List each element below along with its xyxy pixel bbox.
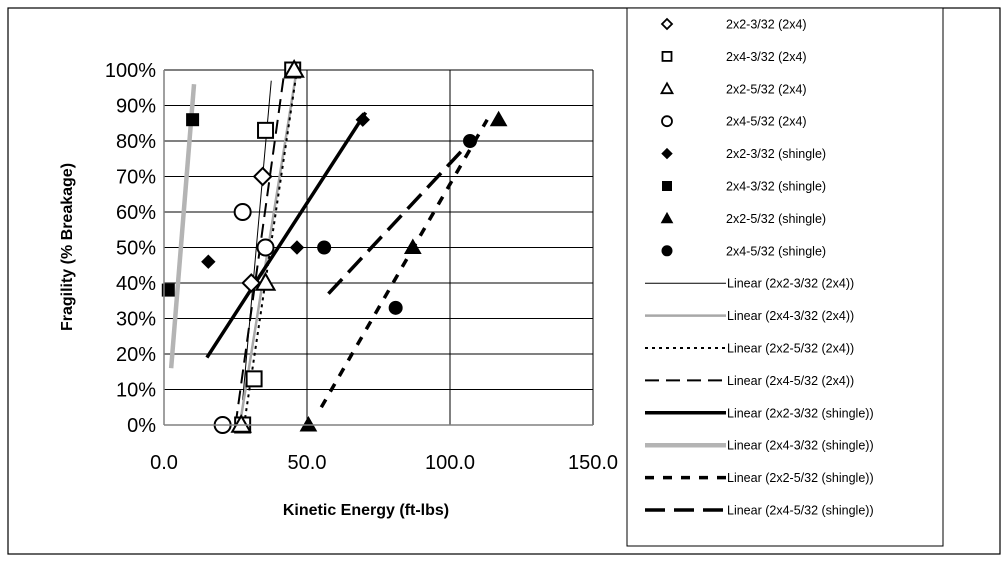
data-markers	[161, 58, 508, 434]
trendline-linear-2x2-3-32-shingle	[205, 111, 368, 359]
marker-2x2-5-32-2x4	[230, 413, 252, 433]
y-tick-label: 90%	[116, 96, 156, 118]
legend-label: Linear (2x2-5/32 (shingle))	[727, 471, 874, 485]
y-tick-label: 10%	[116, 380, 156, 402]
legend-box	[626, 7, 944, 547]
legend-label: 2x2-5/32 (shingle)	[726, 212, 826, 226]
y-tick-label: 0%	[127, 415, 156, 437]
legend-marker-2x2-5-32-shingle	[660, 211, 674, 224]
legend-marker-2x4-5-32-2x4	[661, 115, 673, 128]
marker-2x4-5-32-shingle	[317, 240, 332, 255]
marker-2x4-3-32-shingle	[186, 113, 200, 127]
marker-2x4-3-32-2x4	[257, 121, 275, 139]
legend-label: 2x4-3/32 (2x4)	[726, 50, 807, 64]
legend-label: 2x4-5/32 (shingle)	[726, 244, 826, 258]
marker-2x2-3-32-shingle	[201, 254, 216, 269]
marker-2x2-3-32-shingle	[289, 240, 305, 255]
trendline-linear-2x4-3-32-shingle	[168, 84, 197, 369]
x-tick-label: 0.0	[150, 452, 178, 474]
y-tick-label: 80%	[116, 131, 156, 153]
marker-2x2-5-32-shingle	[489, 110, 508, 127]
legend-marker-2x4-5-32-shingle	[661, 245, 673, 257]
legend-label: Linear (2x4-3/32 (2x4))	[727, 309, 854, 323]
marker-2x4-5-32-2x4	[256, 238, 275, 257]
marker-2x2-3-32-shingle	[355, 112, 370, 127]
marker-2x2-3-32-2x4	[252, 166, 273, 187]
x-axis-title: Kinetic Energy (ft-lbs)	[283, 502, 449, 519]
legend-label: 2x2-3/32 (shingle)	[726, 147, 826, 161]
y-tick-label: 70%	[116, 167, 156, 189]
trendline-linear-2x4-5-32-shingle	[327, 146, 466, 295]
legend-marker-2x2-3-32-2x4	[660, 17, 674, 31]
legend-marker-2x2-5-32-2x4	[659, 81, 675, 95]
trendlines	[168, 69, 489, 426]
legend: 2x2-3/32 (2x4) 2x4-3/32 (2x4) 2x2-5/32 (2x…	[645, 18, 874, 518]
legend-label: 2x2-3/32 (2x4)	[726, 18, 807, 32]
legend-marker-2x4-3-32-2x4	[661, 51, 673, 62]
legend-label: Linear (2x2-5/32 (2x4))	[727, 342, 854, 356]
marker-2x4-3-32-2x4	[245, 370, 263, 388]
legend-marker-2x2-3-32-shingle	[661, 147, 673, 160]
legend-label: Linear (2x4-5/32 (shingle))	[727, 504, 874, 518]
axes: 0% 10% 20% 30% 40% 50% 60% 70% 80% 90% 100% 0.0 50.0…	[105, 60, 618, 474]
marker-2x4-5-32-shingle	[463, 134, 478, 148]
legend-label: Linear (2x4-5/32 (2x4))	[727, 374, 854, 388]
legend-marker-2x4-3-32-shingle	[662, 181, 672, 191]
marker-2x2-5-32-shingle	[403, 238, 422, 254]
y-tick-label: 30%	[116, 309, 156, 331]
legend-label: 2x4-5/32 (2x4)	[726, 115, 807, 129]
marker-2x2-5-32-2x4	[254, 271, 277, 291]
x-tick-label: 100.0	[425, 452, 475, 474]
marker-2x4-5-32-2x4	[233, 203, 252, 221]
marker-2x2-3-32-2x4	[241, 273, 262, 293]
legend-label: 2x4-3/32 (shingle)	[726, 180, 826, 194]
marker-2x4-3-32-shingle	[161, 283, 175, 297]
marker-2x2-5-32-2x4	[283, 58, 305, 78]
y-tick-label: 40%	[116, 273, 156, 295]
y-tick-label: 100%	[105, 60, 156, 82]
y-axis-title: Fragility (% Breakage)	[59, 163, 76, 331]
marker-2x2-5-32-shingle	[299, 415, 318, 432]
x-tick-label: 150.0	[568, 452, 618, 474]
marker-2x4-5-32-shingle	[388, 300, 403, 315]
legend-label: 2x2-5/32 (2x4)	[726, 82, 807, 96]
y-tick-label: 20%	[116, 344, 156, 366]
trendline-linear-2x2-5-32-shingle	[319, 118, 489, 409]
legend-label: Linear (2x2-3/32 (shingle))	[727, 406, 874, 420]
y-tick-label: 60%	[116, 202, 156, 224]
y-tick-label: 50%	[116, 238, 156, 260]
x-tick-label: 50.0	[288, 452, 327, 474]
legend-label: Linear (2x2-3/32 (2x4))	[727, 277, 854, 291]
legend-label: Linear (2x4-3/32 (shingle))	[727, 439, 874, 453]
